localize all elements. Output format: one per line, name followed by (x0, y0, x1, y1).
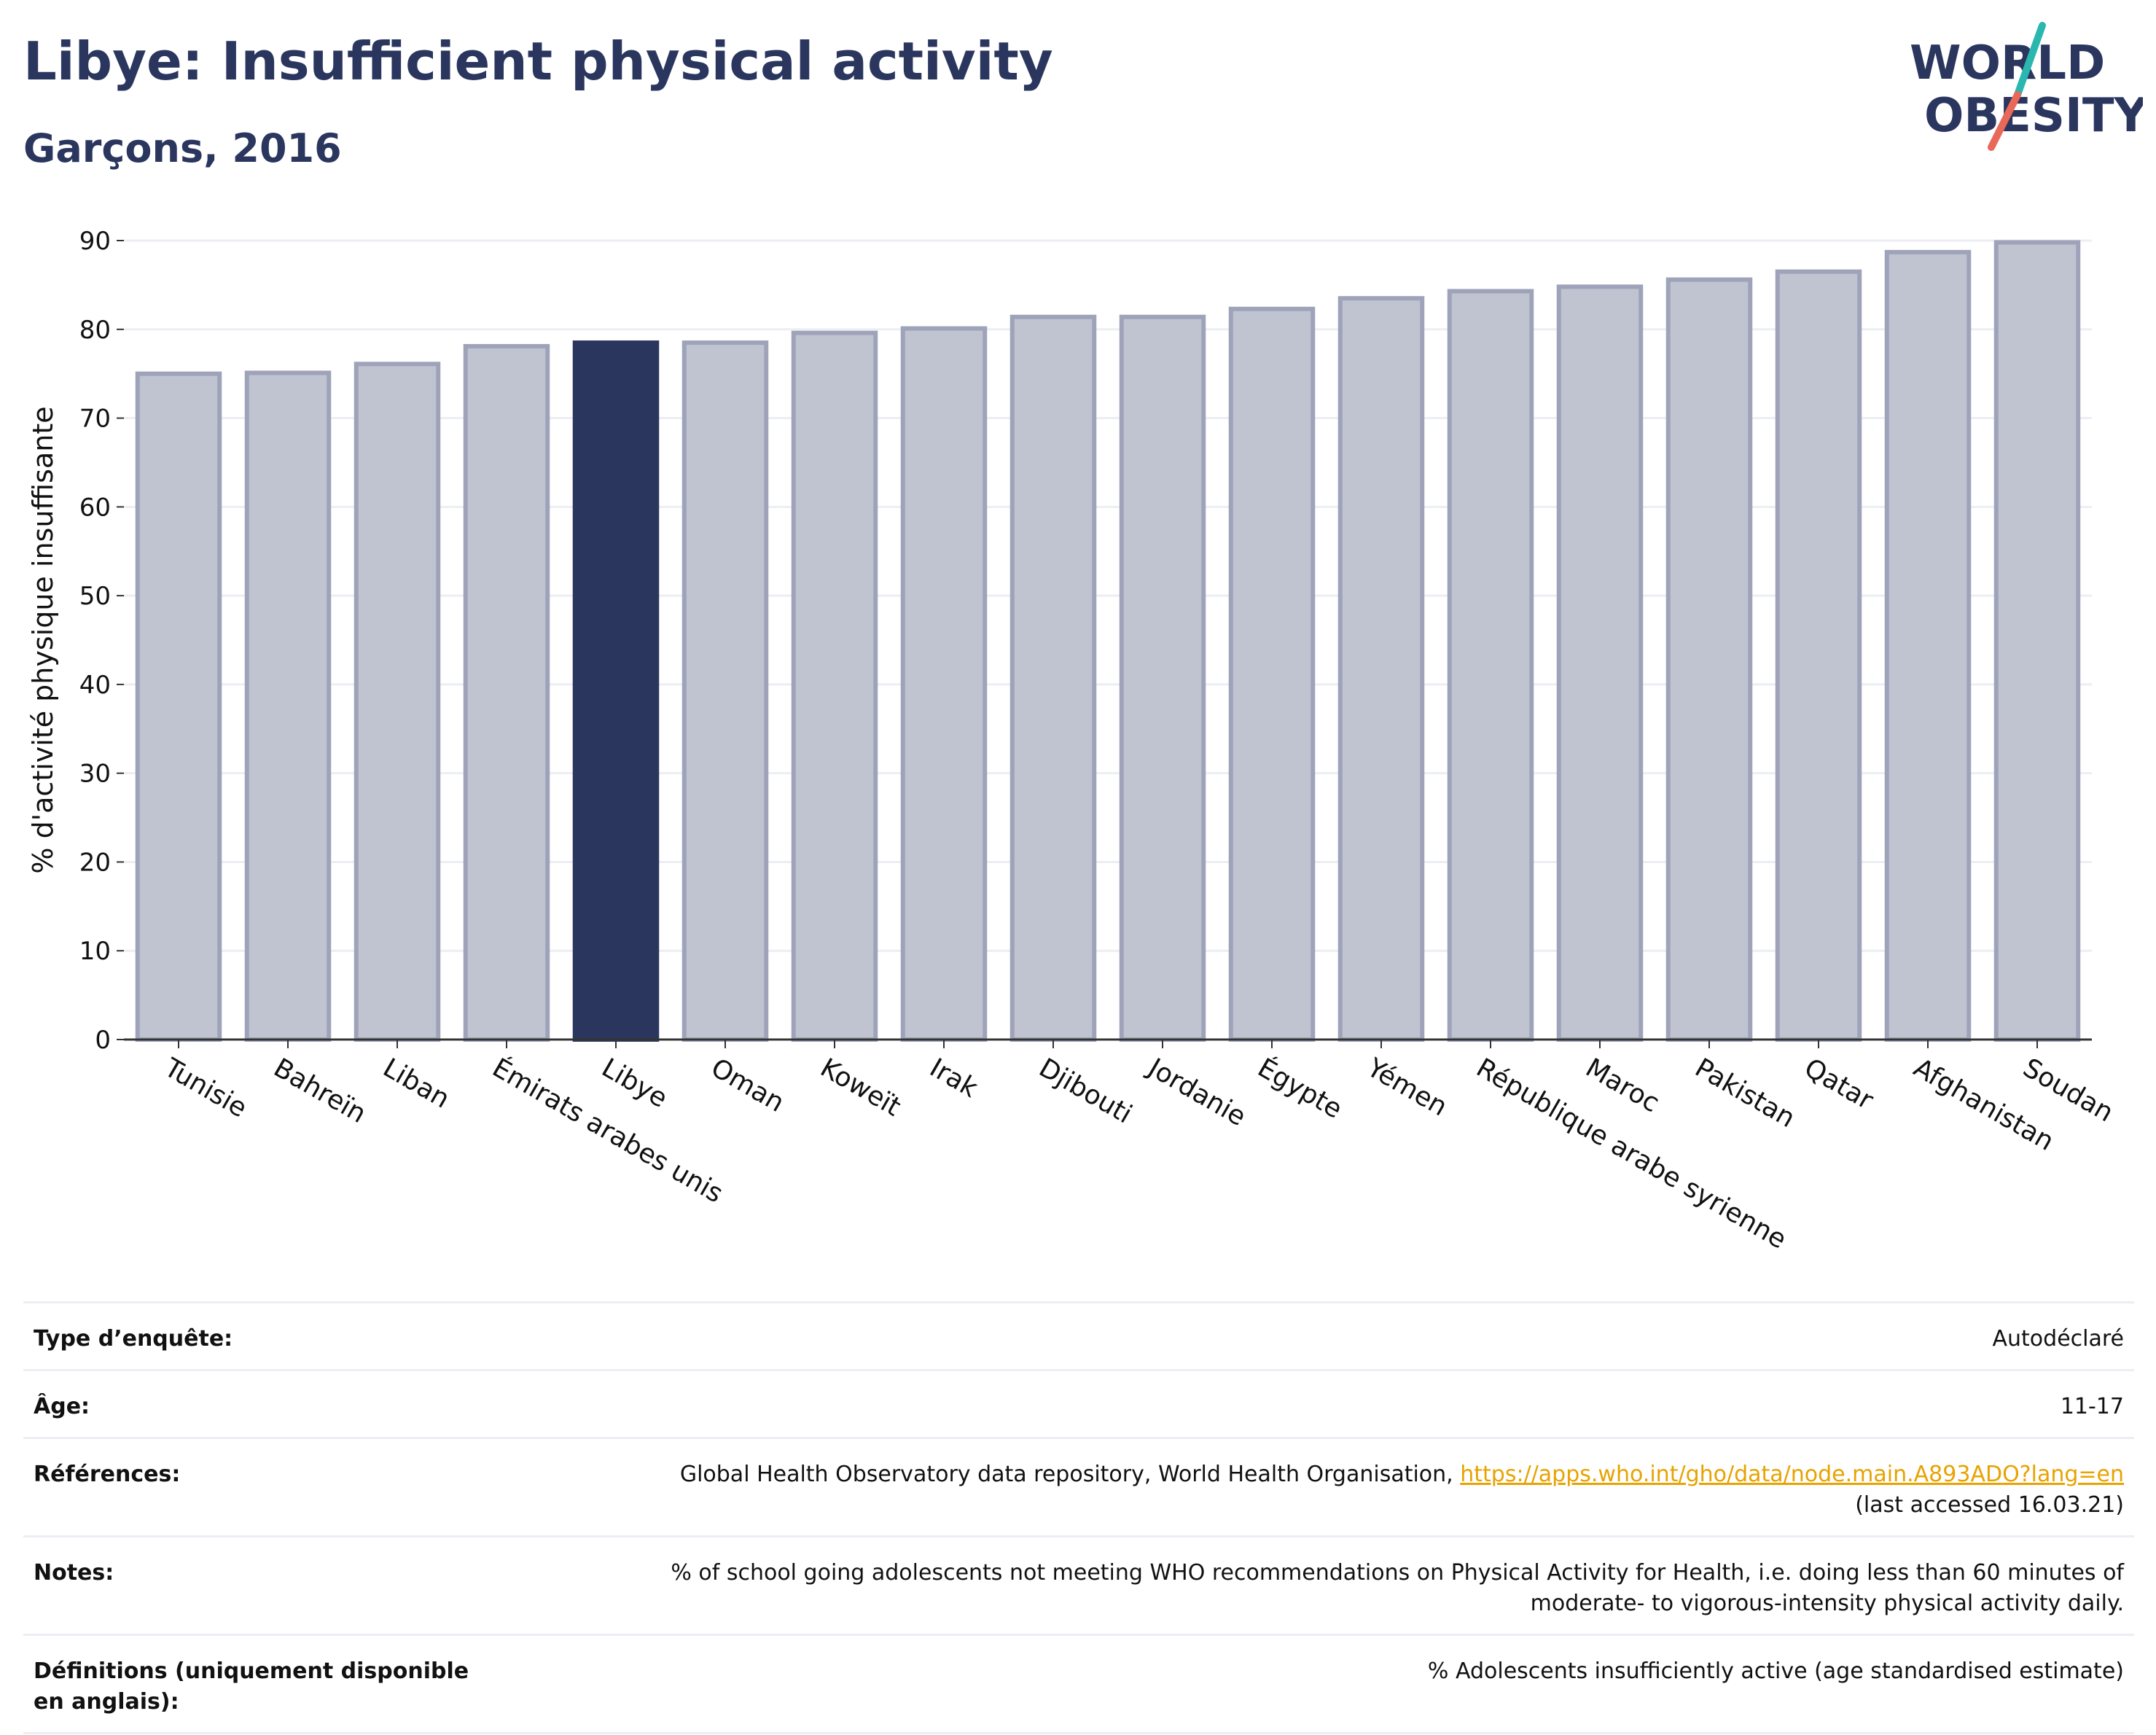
x-tick-label: Oman (706, 1053, 789, 1118)
bar (681, 340, 769, 1042)
x-tick-label: Koweït (816, 1053, 906, 1122)
bar (1009, 314, 1097, 1042)
age-label: Âge: (23, 1369, 510, 1438)
y-tick-label: 50 (79, 582, 111, 611)
x-tick-label: Qatar (1800, 1053, 1878, 1115)
notes-label: Notes: (23, 1535, 510, 1635)
info-table: Type d’enquête: Autodéclaré Âge: 11-17 R… (23, 1301, 2134, 1734)
notes-line-1: % of school going adolescents not meetin… (671, 1560, 2124, 1586)
x-tick-label: Bahreïn (269, 1053, 371, 1129)
references-accessed: (last accessed 16.03.21) (1855, 1492, 2124, 1518)
notes-value: % of school going adolescents not meetin… (510, 1535, 2134, 1635)
world-obesity-logo: WORLD OBESITY (1910, 22, 2143, 151)
page-title: Libye: Insufficient physical activity (23, 31, 1053, 92)
survey-type-label: Type d’enquête: (23, 1301, 510, 1371)
bar (244, 370, 332, 1042)
bar (1665, 277, 1753, 1042)
info-row-definitions: Définitions (uniquement disponible en an… (23, 1634, 2134, 1734)
x-tick-label: Liban (378, 1053, 455, 1114)
notes-line-2: moderate- to vigorous-intensity physical… (1530, 1591, 2124, 1616)
logo-word-world: WORLD (1910, 36, 2105, 90)
info-row-age: Âge: 11-17 (23, 1369, 2134, 1438)
references-label: Références: (23, 1437, 510, 1537)
bar (1119, 314, 1206, 1042)
x-tick-label: Irak (925, 1053, 983, 1104)
x-tick-label: Yémen (1362, 1053, 1453, 1123)
bar (1447, 289, 1534, 1042)
y-axis-label: % d'activité physique insuffisante (27, 406, 59, 873)
bar (1775, 269, 1862, 1042)
info-row-references: Références: Global Health Observatory da… (23, 1437, 2134, 1537)
y-tick-label: 70 (79, 405, 111, 434)
bar (354, 362, 441, 1042)
survey-type-value: Autodéclaré (510, 1301, 2134, 1371)
bar (1993, 240, 2081, 1042)
x-tick-label: Maroc (1581, 1053, 1665, 1118)
bar-highlight (572, 340, 660, 1042)
references-value: Global Health Observatory data repositor… (510, 1437, 2134, 1537)
page-subtitle: Garçons, 2016 (23, 125, 342, 171)
logo-slash-teal (2014, 22, 2046, 98)
bar (791, 330, 878, 1042)
info-row-notes: Notes: % of school going adolescents not… (23, 1535, 2134, 1635)
definitions-label: Définitions (uniquement disponible en an… (23, 1634, 510, 1734)
y-tick-label: 20 (79, 848, 111, 877)
bar (1884, 249, 1972, 1042)
y-tick-label: 0 (95, 1026, 111, 1055)
bar (900, 326, 988, 1042)
x-tick-label: Égypte (1253, 1052, 1348, 1124)
definitions-value: % Adolescents insufficiently active (age… (510, 1634, 2134, 1734)
info-row-survey: Type d’enquête: Autodéclaré (23, 1301, 2134, 1371)
y-tick-label: 30 (79, 760, 111, 789)
x-tick-label: Tunisie (159, 1053, 252, 1124)
x-tick-label: Djibouti (1034, 1053, 1137, 1129)
y-tick-label: 40 (79, 671, 111, 700)
y-tick-label: 10 (79, 937, 111, 966)
bar (135, 371, 222, 1042)
references-link[interactable]: https://apps.who.int/gho/data/node.main.… (1460, 1462, 2124, 1487)
age-value: 11-17 (510, 1369, 2134, 1438)
bar (1228, 306, 1316, 1042)
y-tick-label: 90 (79, 227, 111, 256)
y-tick-label: 80 (79, 316, 111, 345)
references-text: Global Health Observatory data repositor… (679, 1462, 1453, 1487)
logo-word-obesity: OBESITY (1924, 89, 2143, 143)
x-tick-label: Pakistan (1690, 1053, 1800, 1134)
bar (1556, 284, 1644, 1042)
x-tick-label: Jordanie (1142, 1052, 1251, 1132)
x-tick-label: Libye (597, 1053, 673, 1114)
bar (1337, 296, 1425, 1042)
y-tick-label: 60 (79, 493, 111, 522)
bar (463, 343, 550, 1042)
logo-slash-coral (1988, 91, 2021, 151)
